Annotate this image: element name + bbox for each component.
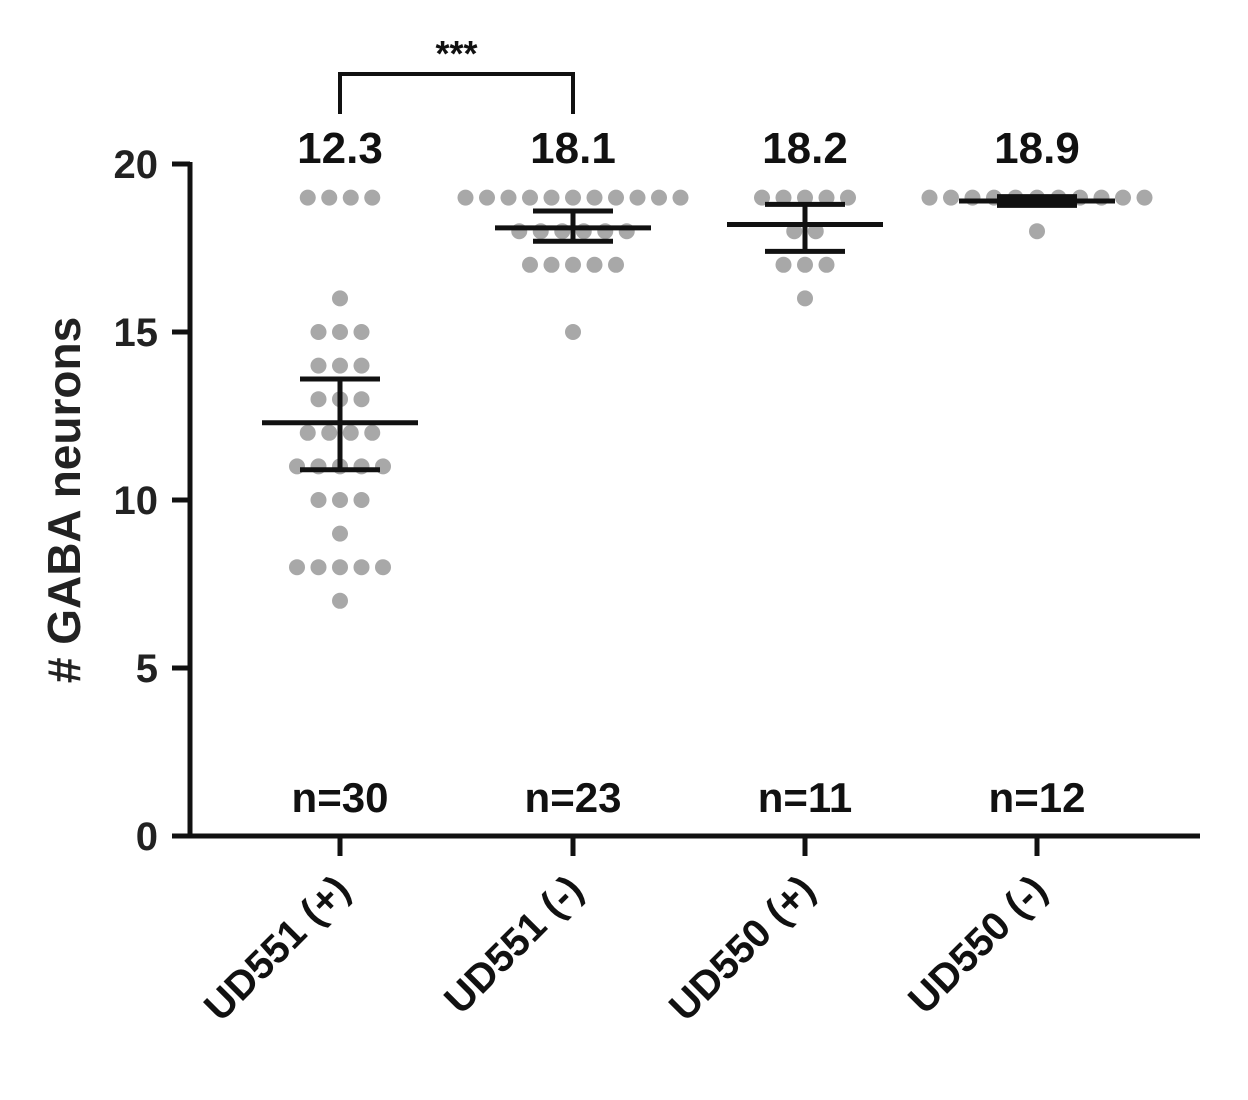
- data-point: [342, 189, 359, 206]
- y-tick-label: 10: [114, 479, 159, 523]
- mean-value-label: 18.9: [994, 124, 1080, 173]
- data-point: [332, 525, 348, 542]
- x-ticks: UD551 (+) UD551 (-) UD550 (+) UD550 (-): [196, 836, 1055, 1030]
- sample-size-label: n=11: [758, 774, 853, 821]
- data-point: [797, 189, 813, 206]
- data-point: [353, 357, 370, 374]
- x-tick-label: UD551 (+): [196, 867, 358, 1029]
- x-tick-label: UD550 (-): [900, 867, 1055, 1022]
- data-point: [522, 189, 538, 206]
- data-point: [353, 492, 370, 508]
- data-point: [289, 559, 305, 576]
- group-labels: 12.3 18.1 18.2 18.9 n=30 n=23 n=11 n=12: [292, 124, 1086, 821]
- sample-size-label: n=30: [292, 774, 389, 821]
- mean-value-label: 18.1: [530, 124, 616, 173]
- significance-bracket: ***: [338, 33, 575, 114]
- data-points: [289, 189, 1153, 609]
- data-point: [775, 189, 792, 206]
- data-point: [608, 256, 624, 273]
- sample-size-label: n=23: [525, 774, 622, 821]
- data-point: [353, 391, 370, 408]
- data-point: [375, 559, 391, 576]
- x-tick-label: UD551 (-): [436, 867, 591, 1022]
- data-point: [565, 189, 581, 206]
- data-point: [310, 559, 327, 576]
- data-point: [310, 324, 327, 340]
- data-point: [364, 424, 381, 441]
- data-point: [332, 324, 348, 340]
- mean-value-label: 12.3: [297, 124, 383, 173]
- data-point: [818, 256, 835, 273]
- data-point: [807, 223, 824, 240]
- data-point: [818, 189, 835, 206]
- data-point: [921, 189, 938, 206]
- data-point: [457, 189, 474, 206]
- data-point: [342, 424, 359, 441]
- data-point: [775, 256, 792, 273]
- data-point: [321, 424, 338, 441]
- significance-stars: ***: [435, 33, 477, 74]
- data-point: [299, 424, 316, 441]
- data-point: [332, 357, 348, 374]
- data-point: [797, 256, 813, 273]
- data-point: [565, 324, 581, 340]
- data-point: [651, 189, 667, 206]
- data-point: [840, 189, 856, 206]
- data-point: [1029, 223, 1045, 240]
- y-tick-label: 5: [136, 647, 158, 691]
- sample-size-label: n=12: [989, 774, 1086, 821]
- data-point: [332, 290, 348, 307]
- data-point: [353, 559, 370, 576]
- data-point: [543, 189, 560, 206]
- data-point: [299, 189, 316, 206]
- data-point: [332, 592, 348, 609]
- data-point: [629, 189, 646, 206]
- y-ticks: 0 5 10 15 20: [114, 143, 190, 859]
- data-point: [754, 189, 770, 206]
- data-point: [1115, 189, 1131, 206]
- data-point: [321, 189, 338, 206]
- y-axis-label: # GABA neurons: [38, 317, 90, 683]
- data-point: [565, 256, 581, 273]
- data-point: [943, 189, 959, 206]
- data-point: [479, 189, 495, 206]
- data-point: [522, 256, 538, 273]
- data-point: [543, 256, 560, 273]
- significance-bracket-line: [338, 72, 575, 114]
- data-point: [332, 559, 348, 576]
- data-point: [786, 223, 803, 240]
- data-point: [797, 290, 813, 307]
- mean-sem-bars: [262, 194, 1115, 473]
- data-point: [1136, 189, 1153, 206]
- data-point: [608, 189, 624, 206]
- data-point: [586, 256, 603, 273]
- mean-value-label: 18.2: [762, 124, 848, 173]
- data-point: [586, 189, 603, 206]
- data-point: [672, 189, 689, 206]
- y-tick-label: 15: [114, 311, 159, 355]
- y-tick-label: 0: [136, 815, 158, 859]
- data-point: [364, 189, 381, 206]
- data-point: [500, 189, 517, 206]
- data-point: [310, 492, 327, 508]
- data-point: [332, 492, 348, 508]
- data-point: [353, 324, 370, 340]
- x-tick-label: UD550 (+): [661, 867, 823, 1029]
- data-point: [310, 391, 327, 408]
- data-point: [310, 357, 327, 374]
- y-tick-label: 20: [114, 143, 159, 187]
